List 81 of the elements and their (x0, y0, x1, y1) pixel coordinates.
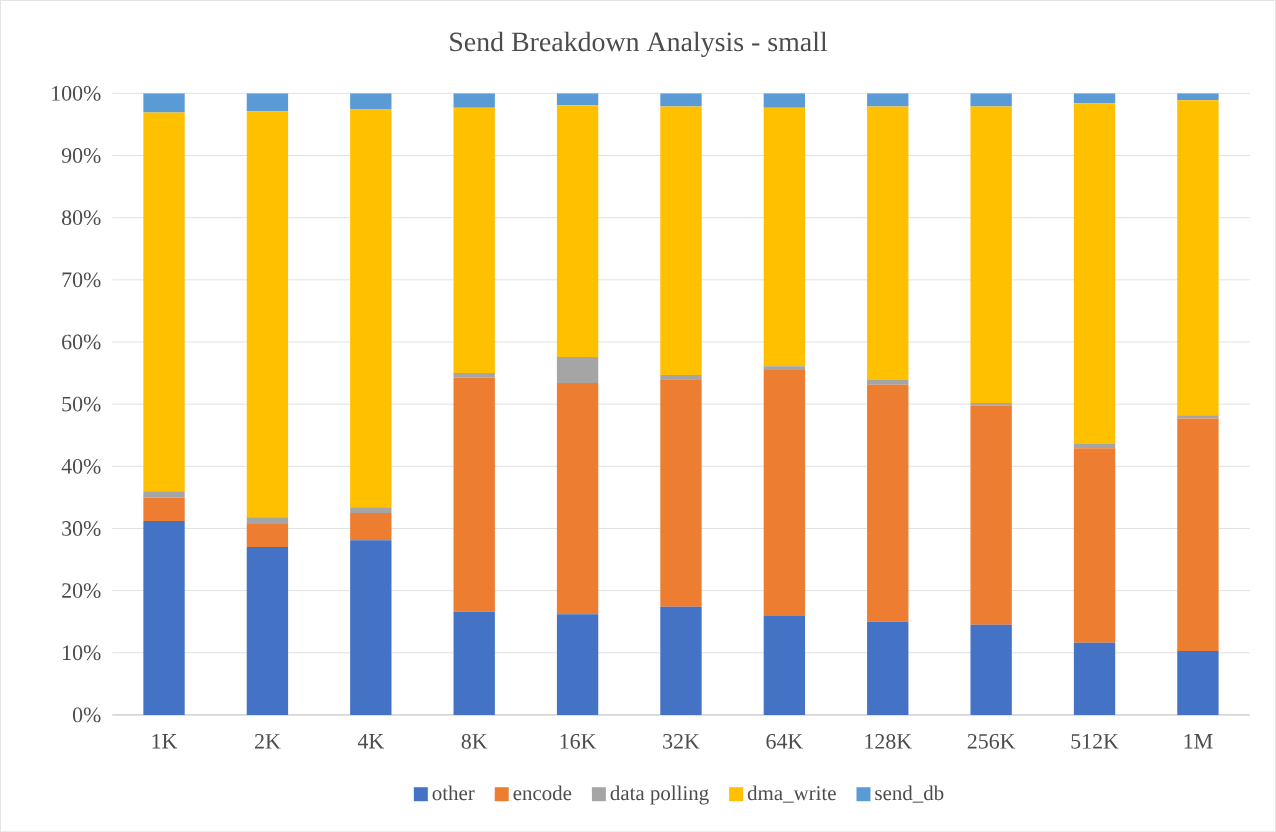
bar (867, 93, 909, 107)
bar (1177, 418, 1219, 651)
y-tick-label: 0% (72, 707, 101, 723)
y-tick-label: 60% (62, 334, 101, 350)
bar (867, 379, 909, 385)
bar (970, 405, 1012, 625)
x-tick-label: 128K (865, 733, 912, 749)
bar (1073, 448, 1116, 643)
bar (1073, 642, 1116, 715)
x-tick-label: 512K (1071, 733, 1119, 749)
bar (556, 382, 599, 615)
bar (556, 93, 599, 106)
bar (970, 93, 1012, 107)
bar (246, 546, 289, 715)
bar (1177, 650, 1219, 715)
bar (970, 624, 1012, 715)
bar (763, 369, 806, 616)
x-tick-label: 1M (1184, 733, 1213, 749)
bar (1073, 443, 1116, 449)
x-tick-label: 1K (152, 733, 178, 749)
x-tick-label: 256K (967, 733, 1016, 749)
y-tick-label: 20% (62, 583, 101, 598)
bar (143, 112, 185, 492)
bar (867, 384, 909, 622)
bar (350, 93, 392, 110)
bar (453, 107, 495, 373)
bar (867, 621, 909, 715)
bar (660, 379, 702, 607)
legend-label: other (432, 785, 475, 801)
y-tick-label: 100% (52, 85, 101, 101)
x-tick-label: 2K (255, 733, 281, 749)
bar (763, 107, 806, 367)
x-tick-label: 64K (766, 733, 803, 749)
legend-label: send_db (875, 785, 944, 803)
bar (453, 611, 495, 715)
x-tick-label: 4K (357, 733, 384, 749)
y-tick-label: 80% (62, 210, 101, 225)
bar (1177, 100, 1219, 416)
bar (453, 377, 495, 612)
bar (246, 517, 289, 524)
y-tick-label: 30% (62, 520, 101, 536)
bar (763, 366, 806, 370)
legend-label: encode (513, 785, 572, 801)
bar (763, 93, 806, 108)
x-tick-label: 8K (461, 733, 488, 749)
y-tick-label: 50% (62, 396, 101, 412)
bar (246, 523, 289, 547)
legend-label: dma_write (747, 785, 836, 803)
bar (453, 93, 495, 108)
bar (350, 109, 392, 508)
bar (350, 540, 392, 715)
bar (143, 497, 185, 521)
bar (246, 93, 289, 112)
bar (556, 105, 599, 357)
bar (350, 507, 392, 513)
x-tick-label: 32K (663, 733, 700, 749)
bar (556, 614, 599, 715)
legend-label: data polling (610, 785, 709, 805)
bar (453, 372, 495, 378)
bar (1073, 93, 1116, 104)
y-tick-label: 90% (61, 147, 101, 163)
bar (660, 606, 702, 715)
bar (1177, 415, 1219, 419)
bar (350, 512, 392, 541)
bar (143, 491, 185, 498)
bar (867, 106, 909, 380)
bar (660, 93, 702, 107)
x-tick-label: 16K (560, 733, 597, 749)
bar (763, 615, 806, 715)
bar (660, 106, 702, 375)
chart-title: Send Breakdown Analysis - small (450, 31, 828, 57)
y-tick-label: 40% (61, 458, 101, 474)
bar (1073, 103, 1116, 444)
bar (660, 374, 702, 380)
bar (556, 356, 599, 383)
bar (143, 520, 185, 715)
bar (246, 111, 289, 518)
y-tick-label: 10% (63, 645, 101, 661)
bar (970, 106, 1012, 403)
bar (143, 93, 185, 113)
y-tick-label: 70% (62, 272, 101, 288)
